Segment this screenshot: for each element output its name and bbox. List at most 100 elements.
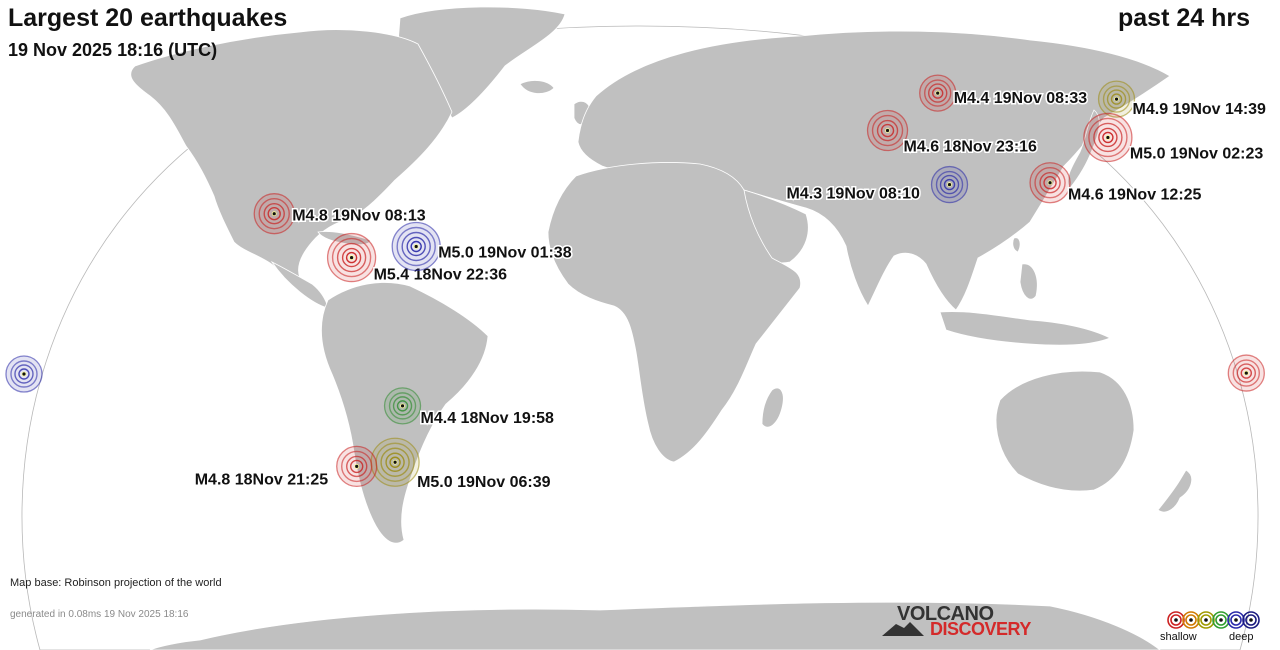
earthquake-label[interactable]: M5.0 19Nov 01:38 (437, 243, 574, 263)
earthquake-ring (939, 174, 960, 195)
earthquake-label[interactable]: M4.6 18Nov 23:16 (902, 137, 1039, 157)
volcano-logo-icon (882, 622, 924, 636)
earthquake-ring (346, 455, 368, 478)
earthquake-marker[interactable] (1097, 80, 1136, 118)
earthquake-epicenter-dot (947, 182, 952, 187)
earthquake-marker[interactable] (391, 221, 441, 272)
land-africa (547, 162, 802, 463)
earthquake-marker[interactable] (326, 232, 377, 283)
map-base-note: Map base: Robinson projection of the wor… (10, 577, 222, 589)
land-new-zealand (1157, 469, 1193, 513)
earthquake-ring (380, 447, 410, 477)
earthquake-epicenter-dot (271, 211, 277, 217)
earthquake-label[interactable]: M5.0 19Nov 06:39 (416, 473, 553, 493)
legend-depth-ring (1182, 611, 1200, 629)
earthquake-ring (932, 87, 944, 99)
earthquake-label[interactable]: M4.4 18Nov 19:58 (419, 408, 556, 428)
earthquake-marker[interactable] (253, 193, 295, 235)
legend-deep-label: deep (1229, 631, 1254, 643)
legend-depth-ring (1185, 614, 1197, 626)
earthquake-label[interactable]: M4.8 19Nov 08:13 (291, 206, 428, 226)
landmasses (130, 6, 1193, 650)
earthquake-marker[interactable] (866, 109, 909, 152)
map-period: past 24 hrs (1117, 4, 1250, 32)
earthquake-ring (396, 226, 436, 267)
earthquake-ring (1102, 131, 1114, 144)
earthquake-ring (406, 236, 426, 257)
earthquake-ring (1039, 172, 1061, 194)
earthquake-marker[interactable] (370, 437, 420, 487)
earthquake-epicenter-dot (885, 128, 890, 133)
earthquake-epicenter-dot (935, 90, 941, 96)
earthquake-ring (267, 206, 281, 221)
legend-depth-dot (1249, 618, 1253, 622)
earthquake-epicenter-dot (354, 464, 360, 469)
earthquake-ring (388, 392, 417, 420)
legend-depth-ring (1230, 614, 1242, 626)
earthquake-ring (14, 364, 34, 384)
land-indonesia (939, 311, 1111, 346)
logo-text-volcano: VOLCANO (897, 603, 994, 625)
earthquake-marker[interactable] (1083, 112, 1133, 163)
earthquake-ring (876, 119, 899, 142)
earthquake-epicenter-dot (413, 244, 419, 249)
generated-note: generated in 0.08ms 19 Nov 2025 18:16 (10, 609, 189, 620)
earthquake-ring (943, 178, 956, 191)
earthquake-label[interactable]: M4.9 19Nov 14:39 (1131, 100, 1268, 120)
earthquake-ring (389, 456, 401, 468)
land-taiwan (1012, 237, 1021, 253)
earthquake-ring (10, 360, 38, 388)
earthquake-marker[interactable] (5, 355, 43, 393)
earthquake-ring (924, 79, 952, 107)
earthquake-epicenter-dot (1105, 135, 1111, 140)
earthquake-marker[interactable] (383, 387, 422, 425)
earthquake-ring (1034, 167, 1066, 199)
earthquake-label[interactable]: M5.0 19Nov 02:23 (1128, 144, 1265, 164)
earthquake-label[interactable]: M4.4 19Nov 08:33 (952, 89, 1089, 109)
earthquake-ring (1088, 117, 1128, 158)
earthquake-label[interactable]: M4.8 18Nov 21:25 (193, 470, 330, 490)
earthquake-marker[interactable] (919, 74, 957, 112)
legend-depth-ring (1215, 614, 1227, 626)
earthquake-ring (350, 459, 364, 474)
map-datetime: 19 Nov 2025 18:16 (UTC) (8, 40, 218, 60)
earthquake-ring (1106, 89, 1127, 109)
legend-depth-ring (1242, 611, 1260, 629)
earthquake-epicenter-dot (392, 459, 398, 465)
legend-depth-dot (1219, 618, 1223, 622)
earthquake-ring (345, 251, 358, 264)
earthquake-ring (336, 242, 367, 273)
map-title: Largest 20 earthquakes (8, 4, 288, 32)
legend-depth-ring (1170, 614, 1182, 626)
earthquake-epicenter-dot (400, 403, 405, 409)
land-philippines (1019, 263, 1038, 300)
earthquake-label[interactable]: M4.3 19Nov 08:10 (785, 184, 922, 204)
earthquake-marker[interactable] (930, 165, 969, 204)
earthquake-marker[interactable] (1227, 354, 1265, 392)
earthquake-epicenter-dot (1047, 180, 1053, 186)
earthquake-label[interactable]: M5.4 18Nov 22:36 (372, 265, 509, 285)
legend-depth-ring (1167, 611, 1185, 629)
legend-depth-ring (1227, 611, 1245, 629)
legend-shallow-label: shallow (1160, 631, 1197, 643)
volcano-discovery-logo[interactable]: VOLCANO DISCOVERY (880, 600, 1040, 640)
earthquake-marker[interactable] (1029, 162, 1071, 204)
land-madagascar (761, 387, 784, 428)
earthquake-ring (341, 450, 373, 483)
land-iceland (519, 80, 555, 94)
earthquake-ring (1110, 93, 1123, 105)
earthquake-ring (928, 83, 948, 103)
earthquake-ring (1236, 363, 1256, 383)
earthquake-marker[interactable] (336, 445, 378, 488)
earthquake-ring (1098, 127, 1118, 148)
legend-depth-ring (1245, 614, 1257, 626)
earthquake-label[interactable]: M4.6 19Nov 12:25 (1067, 185, 1204, 205)
earthquake-ring (18, 368, 30, 380)
legend-depth-dot (1189, 618, 1193, 622)
earthquake-ring (331, 237, 372, 278)
earthquake-ring (1232, 359, 1260, 387)
earthquake-ring (263, 202, 285, 225)
depth-legend (1167, 611, 1260, 629)
